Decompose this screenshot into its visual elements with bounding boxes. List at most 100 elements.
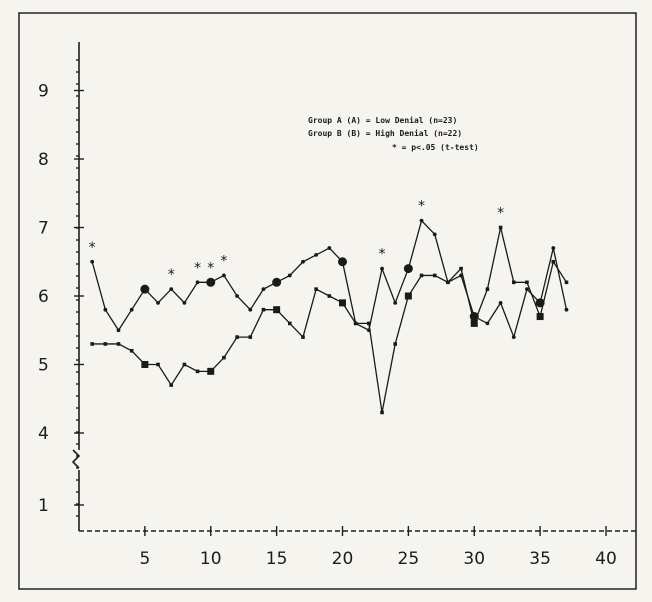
significance-asterisk: * bbox=[168, 267, 175, 283]
group-b-point bbox=[140, 284, 150, 294]
group-a-point bbox=[498, 225, 503, 230]
y-tick-label: 5 bbox=[38, 356, 49, 376]
group-b-point bbox=[301, 259, 305, 264]
group-a-point bbox=[235, 335, 239, 339]
x-tick-label: 15 bbox=[266, 549, 288, 569]
group-b-point bbox=[235, 294, 240, 298]
group-b-point bbox=[380, 266, 384, 271]
group-a-point bbox=[141, 361, 149, 368]
x-tick-label: 10 bbox=[200, 549, 222, 569]
group-a-point bbox=[432, 273, 437, 278]
group-b-point bbox=[287, 273, 292, 278]
group-a-point bbox=[273, 306, 281, 314]
group-a-point bbox=[156, 362, 160, 367]
group-a-point bbox=[314, 287, 318, 291]
x-tick-label: 25 bbox=[398, 549, 420, 569]
group-a-point bbox=[485, 287, 490, 291]
group-b-point bbox=[272, 277, 282, 287]
group-a-point bbox=[261, 307, 266, 312]
y-tick-label: 4 bbox=[38, 424, 49, 444]
group-a-point bbox=[393, 342, 397, 346]
group-b-point bbox=[419, 218, 424, 223]
group-a-point bbox=[207, 367, 215, 375]
group-a-point bbox=[288, 321, 292, 326]
group-b-point bbox=[182, 300, 187, 305]
axes: 1 4 5 6 7 8 9 5 10 15 20 25 30 35 40 bbox=[38, 42, 636, 569]
x-tick-label: 40 bbox=[595, 549, 617, 569]
group-b-point bbox=[535, 298, 545, 308]
group-a-point bbox=[327, 294, 332, 298]
group-b-point bbox=[525, 287, 529, 292]
group-a-point bbox=[367, 321, 371, 326]
group-a-point bbox=[525, 280, 529, 285]
group-b-point bbox=[129, 307, 134, 312]
x-tick-label: 20 bbox=[332, 549, 354, 569]
group-a-point bbox=[380, 410, 384, 415]
y-tick-label: 1 bbox=[38, 496, 49, 516]
group-b-point bbox=[206, 277, 216, 287]
figure-border bbox=[18, 12, 637, 590]
significance-asterisk: * bbox=[207, 260, 214, 276]
group-b-point bbox=[498, 300, 503, 305]
group-b-point bbox=[90, 259, 95, 264]
legend-entry-group-b: Group B (B) = High Denial (n=22) bbox=[308, 128, 462, 138]
group-b-point bbox=[459, 273, 463, 278]
group-b-point bbox=[261, 287, 266, 292]
group-a-point bbox=[511, 280, 516, 285]
group-b-point bbox=[248, 307, 253, 312]
group-b-point bbox=[485, 321, 490, 326]
group-b-point bbox=[432, 232, 437, 237]
significance-markers: * * * * * * * * bbox=[89, 199, 504, 284]
group-a-point bbox=[339, 299, 346, 307]
group-a-point bbox=[195, 369, 200, 374]
group-b-point bbox=[156, 300, 160, 305]
group-a-point bbox=[90, 342, 94, 346]
group-b-point bbox=[327, 246, 332, 250]
group-a-point bbox=[103, 342, 108, 346]
x-tick-label: 35 bbox=[529, 549, 551, 569]
group-a-point bbox=[419, 273, 424, 278]
significance-asterisk: * bbox=[89, 240, 96, 256]
group-b-point bbox=[103, 307, 108, 312]
group-b-point bbox=[393, 300, 398, 305]
significance-asterisk: * bbox=[194, 260, 201, 276]
significance-asterisk: * bbox=[379, 247, 386, 263]
group-b-point bbox=[314, 253, 319, 257]
group-b-point bbox=[446, 280, 450, 285]
group-a-point bbox=[248, 335, 253, 339]
legend-entry-significance: * = p<.05 (t-test) bbox=[392, 143, 479, 152]
y-tick-label: 8 bbox=[38, 150, 49, 170]
legend-entry-group-a: Group A (A) = Low Denial (n=23) bbox=[308, 115, 457, 125]
y-axis-break bbox=[71, 449, 81, 469]
group-b-point bbox=[403, 264, 413, 274]
x-tick-label: 30 bbox=[463, 549, 485, 569]
group-a-point bbox=[116, 342, 121, 346]
group-b-point bbox=[353, 321, 358, 326]
group-a-point bbox=[129, 349, 134, 353]
group-b-point bbox=[195, 280, 200, 285]
significance-asterisk: * bbox=[418, 199, 425, 215]
group-a-point bbox=[301, 335, 305, 339]
y-tick-label: 9 bbox=[38, 82, 49, 102]
group-b-point bbox=[366, 328, 371, 333]
group-a-point bbox=[536, 313, 544, 321]
group-a-point bbox=[404, 292, 412, 300]
group-b-point bbox=[469, 312, 479, 322]
group-b-point bbox=[511, 335, 516, 339]
legend: Group A (A) = Low Denial (n=23) Group B … bbox=[308, 115, 479, 152]
group-a-point bbox=[222, 355, 226, 360]
group-b-point bbox=[222, 273, 226, 278]
group-a-point bbox=[551, 259, 556, 264]
group-b-point bbox=[169, 287, 174, 292]
group-a-point bbox=[564, 280, 569, 285]
group-a-point bbox=[459, 266, 463, 271]
group-a-point bbox=[470, 319, 478, 327]
group-a-point bbox=[182, 362, 187, 367]
y-tick-label: 7 bbox=[38, 219, 49, 239]
y-tick-label: 6 bbox=[38, 287, 49, 307]
group-b-point bbox=[338, 257, 347, 267]
series-layer bbox=[90, 218, 569, 415]
significance-asterisk: * bbox=[220, 253, 227, 269]
